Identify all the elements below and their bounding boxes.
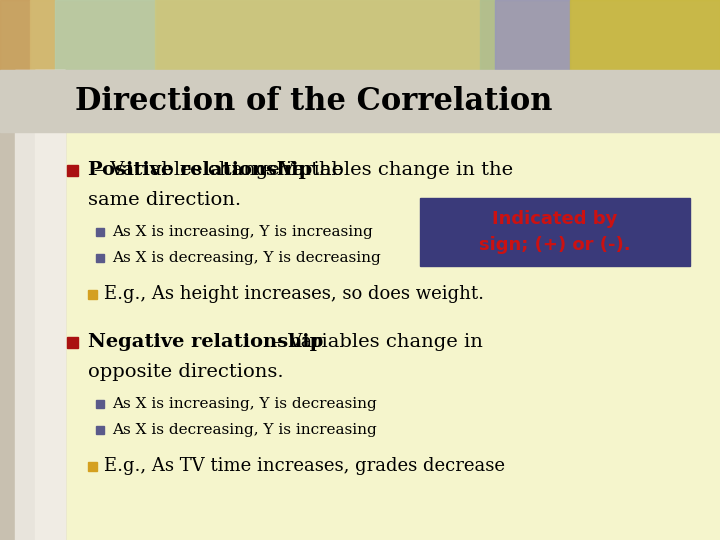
Bar bbox=[15, 70, 65, 540]
Bar bbox=[480, 0, 495, 70]
Text: Indicated by
sign; (+) or (-).: Indicated by sign; (+) or (-). bbox=[480, 210, 631, 254]
Text: E.g., As height increases, so does weight.: E.g., As height increases, so does weigh… bbox=[104, 285, 484, 303]
Bar bbox=[96, 228, 104, 236]
Bar bbox=[570, 0, 720, 70]
Bar bbox=[96, 254, 104, 262]
Text: – Variables change in: – Variables change in bbox=[266, 333, 483, 351]
Bar bbox=[66, 336, 78, 348]
Bar bbox=[88, 462, 96, 470]
Text: As X is increasing, Y is decreasing: As X is increasing, Y is decreasing bbox=[112, 397, 377, 411]
Text: As X is decreasing, Y is decreasing: As X is decreasing, Y is decreasing bbox=[112, 251, 381, 265]
Bar bbox=[96, 426, 104, 434]
Text: As X is increasing, Y is increasing: As X is increasing, Y is increasing bbox=[112, 225, 373, 239]
Bar bbox=[0, 0, 720, 70]
Bar bbox=[35, 70, 65, 540]
Bar bbox=[30, 0, 55, 70]
Text: Direction of the Correlation: Direction of the Correlation bbox=[75, 85, 552, 117]
Bar bbox=[155, 0, 480, 70]
Text: Positive relationship: Positive relationship bbox=[88, 161, 312, 179]
Text: – Variables change in the: – Variables change in the bbox=[258, 161, 513, 179]
Bar bbox=[495, 0, 570, 70]
Text: opposite directions.: opposite directions. bbox=[88, 363, 284, 381]
Text: As X is decreasing, Y is increasing: As X is decreasing, Y is increasing bbox=[112, 423, 377, 437]
Bar bbox=[0, 70, 720, 132]
Text: Negative relationship: Negative relationship bbox=[88, 333, 323, 351]
Bar bbox=[0, 70, 65, 540]
Bar bbox=[66, 165, 78, 176]
Bar bbox=[96, 400, 104, 408]
Bar bbox=[0, 0, 30, 70]
Bar bbox=[88, 289, 96, 299]
Bar bbox=[55, 0, 155, 70]
Text: – Variables change in the: – Variables change in the bbox=[88, 161, 343, 179]
Text: E.g., As TV time increases, grades decrease: E.g., As TV time increases, grades decre… bbox=[104, 457, 505, 475]
Text: same direction.: same direction. bbox=[88, 191, 241, 209]
Bar bbox=[420, 198, 690, 266]
